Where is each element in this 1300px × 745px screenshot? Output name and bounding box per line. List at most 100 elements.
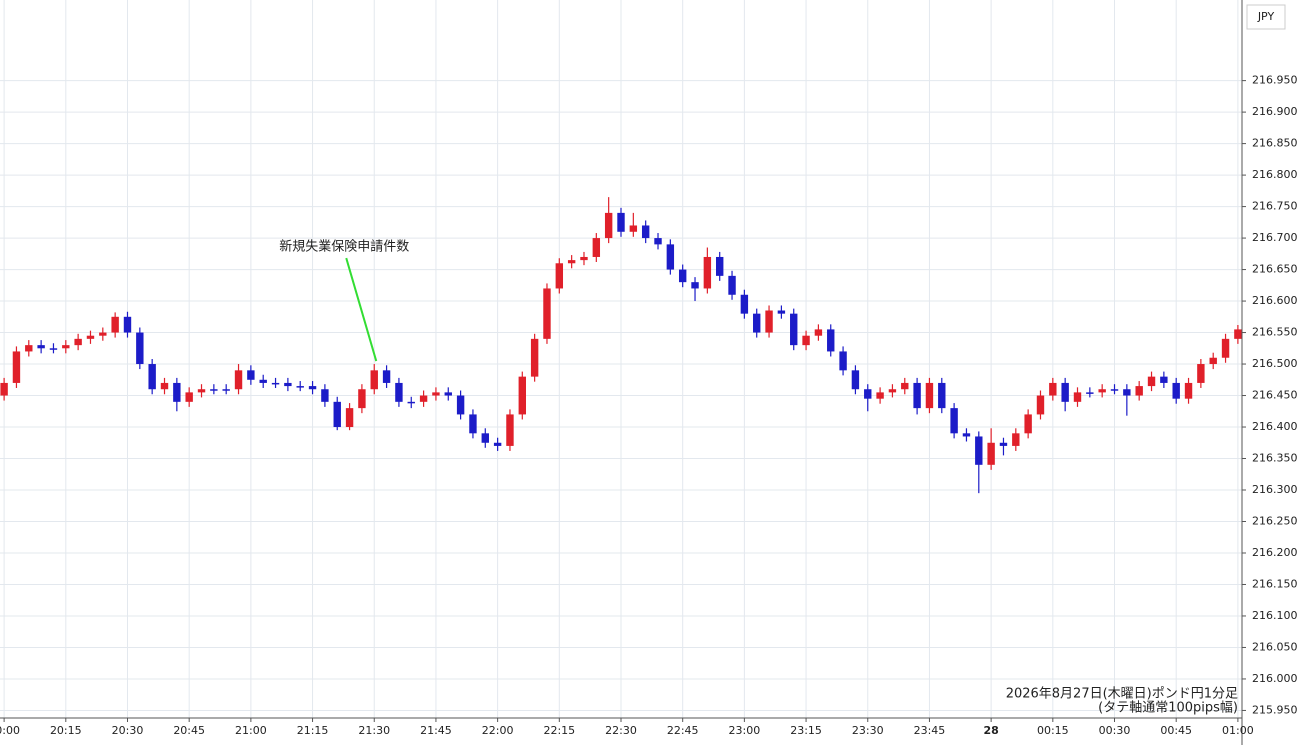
candle-body <box>851 370 860 390</box>
x-tick-label: 00:15 <box>1037 724 1069 737</box>
price-axis-panel <box>1242 0 1300 745</box>
y-tick-label: 216.250 <box>1252 514 1298 527</box>
candle-body <box>419 395 428 402</box>
candle-body <box>901 382 909 390</box>
candle-body <box>1024 414 1032 434</box>
x-tick-label: 20:45 <box>173 724 205 737</box>
candle-body <box>814 329 823 336</box>
candle-body <box>654 238 662 245</box>
candle-body <box>210 389 218 391</box>
x-tick-label: 20:00 <box>0 724 20 737</box>
candle-body <box>456 395 465 415</box>
candle-body <box>1209 357 1217 365</box>
y-tick-label: 216.950 <box>1252 74 1298 87</box>
candle-body <box>888 389 897 393</box>
candle-body <box>123 316 132 333</box>
currency-label: JPY <box>1257 10 1275 23</box>
candle-body <box>62 345 70 349</box>
candle-body <box>481 433 489 443</box>
candle-body <box>148 364 156 390</box>
plot-area: 新規失業保険申請件数 <box>0 0 1242 718</box>
candle-body <box>395 382 403 402</box>
candle-body <box>333 401 341 428</box>
y-tick-label: 216.350 <box>1252 452 1298 465</box>
candle-body <box>753 313 761 333</box>
x-tick-label: 01:00 <box>1222 724 1254 737</box>
candle-body <box>530 338 539 377</box>
candle-body <box>136 332 144 365</box>
candle-body <box>444 392 452 396</box>
candle-body <box>185 392 193 402</box>
candle-body <box>469 414 477 434</box>
y-tick-label: 216.700 <box>1252 231 1298 244</box>
candle-body <box>925 382 934 409</box>
candle-body <box>703 256 712 289</box>
candle-body <box>839 351 847 371</box>
candle-body <box>641 225 650 239</box>
candle-body <box>1197 364 1205 383</box>
candle-body <box>604 212 613 239</box>
candle-body <box>777 310 786 314</box>
x-tick-label: 00:30 <box>1099 724 1131 737</box>
candle-body <box>1135 386 1143 396</box>
x-tick-label: 22:45 <box>667 724 699 737</box>
candle-body <box>296 386 304 388</box>
candle-body <box>876 392 884 399</box>
y-tick-label: 216.150 <box>1252 577 1298 590</box>
x-tick-label: 23:15 <box>790 724 822 737</box>
x-tick-label: 21:30 <box>358 724 390 737</box>
x-tick-label: 20:30 <box>112 724 144 737</box>
x-tick-label: 20:15 <box>50 724 82 737</box>
candle-body <box>1184 382 1193 399</box>
y-tick-label: 216.100 <box>1252 609 1298 622</box>
x-tick-label: 23:30 <box>852 724 884 737</box>
candle-body <box>37 345 45 349</box>
candle-body <box>1036 395 1045 415</box>
candle-body <box>506 414 514 446</box>
y-tick-label: 216.650 <box>1252 263 1298 276</box>
candle-body <box>49 348 58 350</box>
candle-body <box>382 370 391 383</box>
candle-body <box>1123 389 1131 396</box>
candle-body <box>86 335 95 339</box>
candle-body <box>567 260 576 264</box>
candle-body <box>432 392 440 396</box>
candle-body <box>691 282 699 289</box>
y-tick-label: 216.500 <box>1252 357 1298 370</box>
candle-body <box>345 408 354 428</box>
candle-body <box>247 370 255 380</box>
candle-body <box>765 310 773 333</box>
candle-body <box>407 401 415 404</box>
candle-body <box>987 442 995 465</box>
annotation-line <box>345 257 378 362</box>
candle-body <box>790 313 798 346</box>
x-tick-label: 22:00 <box>482 724 514 737</box>
x-tick-label: 22:15 <box>543 724 575 737</box>
candle-body <box>321 389 329 402</box>
y-tick-label: 216.550 <box>1252 326 1298 339</box>
candle-body <box>1110 389 1119 391</box>
candle-body <box>308 386 317 390</box>
candle-body <box>555 263 564 289</box>
candle-body <box>259 379 267 383</box>
candle-body <box>864 389 872 399</box>
x-tick-label: 23:00 <box>729 724 761 737</box>
candle-body <box>543 288 551 339</box>
y-tick-label: 216.750 <box>1252 200 1298 213</box>
y-tick-label: 216.850 <box>1252 137 1298 150</box>
y-tick-label: 216.900 <box>1252 105 1298 118</box>
x-tick-label: 21:15 <box>297 724 329 737</box>
y-tick-label: 216.300 <box>1252 483 1298 496</box>
candle-body <box>580 256 588 261</box>
candle-body <box>999 442 1008 446</box>
candle-body <box>25 345 33 352</box>
candle-body <box>678 269 687 283</box>
candle-body <box>1160 376 1168 383</box>
x-tick-label: 23:45 <box>914 724 946 737</box>
y-tick-label: 216.000 <box>1252 672 1298 685</box>
candle-body <box>913 382 921 409</box>
candle-body <box>271 382 280 385</box>
x-tick-label: 21:45 <box>420 724 452 737</box>
candle-body <box>1086 392 1094 394</box>
